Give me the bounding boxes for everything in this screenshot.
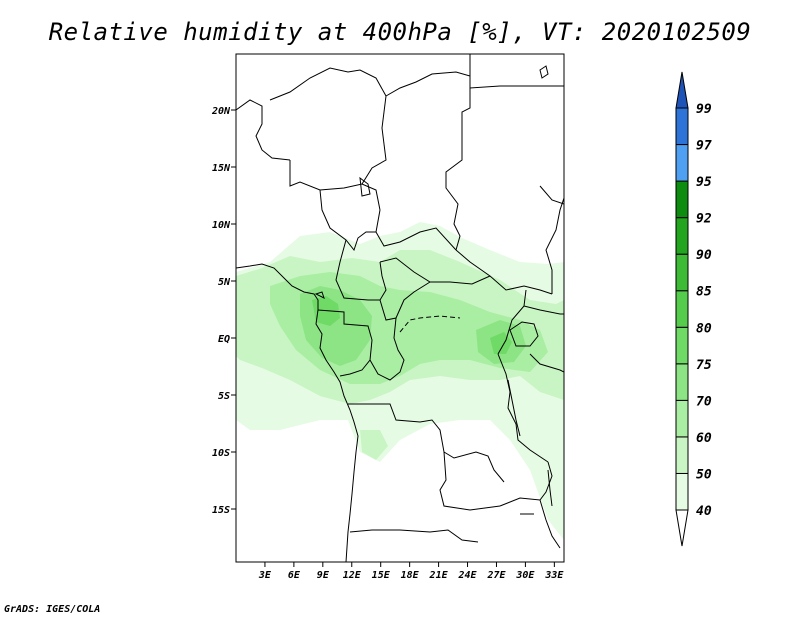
- lon-tick-label: 24E: [457, 570, 477, 581]
- lon-tick-label: 15E: [372, 570, 391, 581]
- colorbar-box: [675, 107, 689, 146]
- colorbar-box: [675, 472, 689, 511]
- map-frame: [235, 53, 565, 563]
- colorbar-level-label: 60: [696, 431, 712, 446]
- border-east-lakes: [497, 353, 549, 463]
- colorbar-level-label: 95: [696, 175, 712, 190]
- lake-malawi: [547, 469, 553, 507]
- colorbar-level-label: 92: [696, 212, 712, 227]
- border-congo-drc: [379, 281, 431, 321]
- border-angola-drc: [348, 403, 505, 483]
- colorbar-level-label: 97: [696, 139, 712, 154]
- grads-credit: GrADS: IGES/COLA: [4, 604, 101, 615]
- colorbar-level-label: 85: [696, 285, 712, 300]
- lat-tick-label: 10N: [212, 220, 231, 231]
- colorbar-boxes: [675, 71, 689, 547]
- river-congo: [399, 315, 461, 333]
- lon-tick-label: 21E: [429, 570, 449, 581]
- country-borders: [236, 54, 564, 562]
- colorbar-level-label: 70: [696, 394, 712, 409]
- border-mozambique: [539, 499, 561, 549]
- colorbar-box: [675, 144, 689, 182]
- lake-chad: [359, 176, 371, 197]
- lake-tanganyika: [507, 379, 521, 437]
- border-libya-niger: [385, 71, 471, 130]
- colorbar-level-label: 80: [696, 321, 712, 336]
- colorbar-labels: 40 50 60 70 75 80 85 90 92 95 97 99: [696, 102, 712, 519]
- border-egypt: [469, 54, 564, 89]
- border-gabon-congo: [317, 309, 373, 377]
- border-angola-zambia: [439, 451, 501, 511]
- lon-tick-label: 33E: [544, 570, 564, 581]
- border-horn: [539, 185, 564, 205]
- lake-victoria: [509, 321, 539, 347]
- coastline: [236, 263, 359, 562]
- lon-tick-label: 30E: [515, 570, 535, 581]
- colorbar-box: [675, 363, 689, 401]
- border-namibia: [349, 529, 479, 543]
- lat-tick-label: 15S: [212, 505, 230, 516]
- colorbar-box: [675, 290, 689, 328]
- colorbar-box: [675, 217, 689, 255]
- lat-tick-label: EQ: [218, 334, 230, 345]
- border-cameroon-south: [335, 239, 387, 301]
- lat-tick-label: 15N: [212, 163, 231, 174]
- border-algeria: [269, 67, 387, 185]
- colorbar-box: [675, 180, 689, 219]
- border-senegal-mali: [236, 99, 291, 161]
- lon-tick-label: 12E: [343, 570, 362, 581]
- border-mali-niger: [289, 160, 381, 211]
- colorbar-box: [675, 436, 689, 474]
- border-drc-east: [497, 289, 527, 355]
- colorbar-level-label: 50: [696, 467, 712, 482]
- lat-tick-label: 5S: [218, 391, 230, 402]
- lon-tick-label: 6E: [288, 570, 301, 581]
- border-zambia-east: [499, 461, 553, 507]
- bioko-island: [314, 291, 325, 299]
- lat-tick-label: 20N: [211, 106, 231, 117]
- lon-tick-label: 18E: [401, 570, 420, 581]
- lon-tick-label: 27E: [486, 570, 506, 581]
- colorbar-box: [675, 253, 689, 292]
- ne-island: [539, 65, 549, 79]
- latitude-ticks: 20N 15N 10N 5N EQ 5S 10S 15S: [211, 106, 236, 516]
- lon-tick-label: 9E: [317, 570, 330, 581]
- border-sudan-west: [445, 112, 463, 251]
- chart-title: Relative humidity at 400hPa [%], VT: 202…: [48, 18, 752, 46]
- colorbar-level-label: 90: [696, 248, 712, 263]
- colorbar-box: [675, 399, 689, 438]
- border-sudan-ethiopia: [545, 197, 564, 294]
- colorbar-level-label: 75: [696, 358, 712, 373]
- lat-tick-label: 5N: [218, 277, 231, 288]
- colorbar-upper-triangle: [675, 71, 689, 109]
- humidity-region: [360, 430, 388, 460]
- colorbar-box: [675, 326, 689, 365]
- lon-tick-label: 3E: [258, 570, 272, 581]
- colorbar-lower-triangle: [675, 509, 689, 547]
- longitude-ticks: 3E 6E 9E 12E 15E 18E 21E 24E 27E 30E 33E: [258, 562, 564, 581]
- colorbar-level-label: 99: [696, 102, 712, 117]
- lat-tick-label: 10S: [212, 448, 230, 459]
- border-sudan-south: [455, 249, 553, 295]
- border-tanzania: [529, 353, 564, 373]
- colorbar-level-label: 40: [696, 504, 712, 519]
- border-drc-congo-river: [369, 317, 405, 381]
- border-uganda-kenya: [523, 305, 564, 315]
- border-nigeria-cameroon: [319, 189, 376, 252]
